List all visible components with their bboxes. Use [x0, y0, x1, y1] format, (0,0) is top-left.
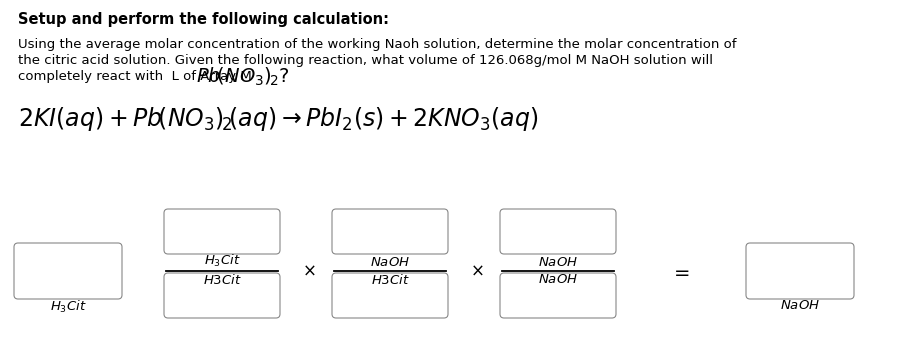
Text: the citric acid solution. Given the following reaction, what volume of 126.068g/: the citric acid solution. Given the foll… [18, 54, 713, 67]
Text: $=$: $=$ [670, 261, 690, 281]
FancyBboxPatch shape [164, 209, 280, 254]
Text: $\times$: $\times$ [471, 262, 484, 280]
FancyBboxPatch shape [164, 273, 280, 318]
Text: Setup and perform the following calculation:: Setup and perform the following calculat… [18, 12, 389, 27]
Text: $NaOH$: $NaOH$ [538, 273, 578, 286]
Text: $Pb\!\left(NO_3\right)_{\!2}$?: $Pb\!\left(NO_3\right)_{\!2}$? [196, 66, 289, 88]
Text: $H3Cit$: $H3Cit$ [203, 273, 241, 287]
FancyBboxPatch shape [500, 209, 616, 254]
FancyBboxPatch shape [332, 273, 448, 318]
Text: $2KI(aq)+Pb\!\left(NO_3\right)_{\!2}\!(aq)\rightarrow PbI_2(s)+2KNO_3(aq)$: $2KI(aq)+Pb\!\left(NO_3\right)_{\!2}\!(a… [18, 105, 539, 133]
FancyBboxPatch shape [500, 273, 616, 318]
Text: $H_3Cit$: $H_3Cit$ [50, 299, 87, 315]
Text: completely react with  L of Array M: completely react with L of Array M [18, 70, 251, 83]
FancyBboxPatch shape [332, 209, 448, 254]
Text: $H3Cit$: $H3Cit$ [370, 273, 410, 287]
Text: $\times$: $\times$ [302, 262, 316, 280]
Text: $NaOH$: $NaOH$ [370, 256, 410, 269]
Text: Using the average molar concentration of the working Naoh solution, determine th: Using the average molar concentration of… [18, 38, 737, 51]
FancyBboxPatch shape [746, 243, 854, 299]
Text: $H_3Cit$: $H_3Cit$ [204, 253, 240, 269]
Text: $NaOH$: $NaOH$ [538, 256, 578, 269]
Text: $NaOH$: $NaOH$ [780, 299, 820, 312]
FancyBboxPatch shape [14, 243, 122, 299]
